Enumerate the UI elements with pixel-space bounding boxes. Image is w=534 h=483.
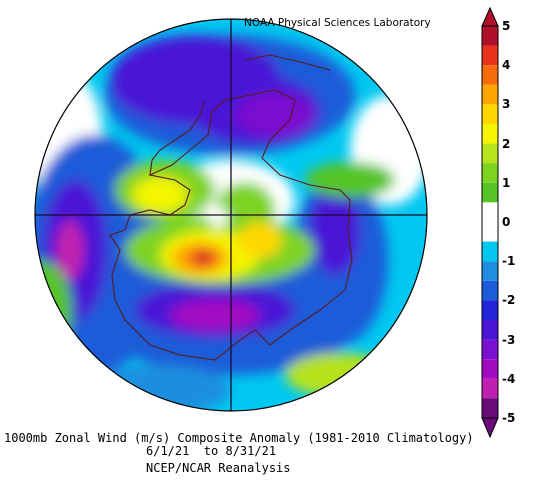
colorbar-bin-7 [482, 163, 498, 183]
caption-dataset: NCEP/NCAR Reanalysis [146, 461, 291, 475]
colorbar-bin-10 [482, 222, 498, 242]
colorbar-bin-3 [482, 84, 498, 105]
colorbar-bin-4 [482, 104, 498, 124]
colorbar-tick-label: -4 [502, 371, 516, 386]
colorbar-top-arrow [481, 6, 499, 27]
colorbar-tick-label: 1 [502, 175, 511, 190]
field-positive-east [305, 162, 395, 198]
field-positive-southeast [285, 353, 395, 397]
map-boundary-circle [34, 18, 428, 412]
colorbar [481, 6, 499, 439]
colorbar-bin-13 [482, 280, 498, 301]
colorbar-bin-9 [482, 202, 498, 222]
caption-date-range: 6/1/21 to 8/31/21 [146, 444, 277, 458]
colorbar-bin-8 [482, 182, 498, 203]
colorbar-bin-14 [482, 300, 498, 320]
colorbar-bin-6 [482, 143, 498, 164]
antarctic-peninsula [149, 99, 206, 176]
ross-ice-shelf-edge [244, 54, 331, 71]
colorbar-bin-18 [482, 378, 498, 399]
colorbar-bottom-arrow [481, 417, 499, 439]
colorbar-tick-label: 4 [502, 58, 511, 73]
colorbar-tick-label: 0 [502, 215, 511, 229]
colorbar-tick-label: 2 [502, 136, 511, 151]
colorbar-tick-label: -5 [502, 411, 516, 425]
colorbar-bin-2 [482, 65, 498, 85]
colorbar-tick-label: -3 [502, 332, 516, 347]
field-strong-negative-east [310, 185, 360, 275]
colorbar-tick-label: 5 [502, 19, 511, 33]
colorbar-tick-label: -2 [502, 293, 516, 308]
colorbar-bin-16 [482, 339, 498, 360]
field-negative-bottom [90, 365, 230, 411]
caption-title: 1000mb Zonal Wind (m/s) Composite Anomal… [4, 431, 474, 445]
colorbar-tick-label: 3 [502, 97, 511, 112]
colorbar-bin-5 [482, 124, 498, 144]
colorbar-frame [481, 25, 499, 419]
field-positive-far-west [35, 260, 72, 360]
credit-label: NOAA Physical Sciences Laboratory [244, 17, 431, 29]
colorbar-bin-15 [482, 320, 498, 340]
colorbar-bin-11 [482, 241, 498, 262]
colorbar-tick-label: -1 [502, 254, 516, 269]
colorbar-bin-19 [482, 398, 498, 418]
colorbar-bin-17 [482, 359, 498, 379]
colorbar-bin-1 [482, 45, 498, 66]
colorbar-bin-12 [482, 261, 498, 281]
colorbar-bin-0 [482, 26, 498, 46]
antarctica-coastline [109, 89, 353, 361]
